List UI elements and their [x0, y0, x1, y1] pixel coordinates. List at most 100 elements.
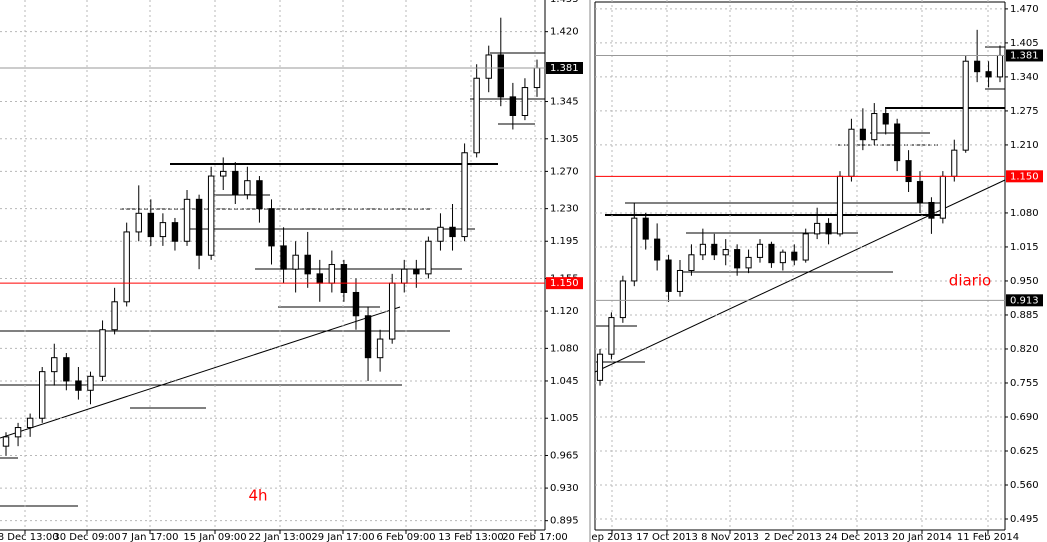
- x-tick-label: 6 Feb 09:00: [376, 532, 435, 542]
- y-tick-label: 0.895: [550, 516, 579, 527]
- x-tick-label: 22 Jan 13:00: [248, 532, 311, 542]
- candle-body: [608, 317, 615, 355]
- candle-body: [376, 338, 384, 359]
- candle-body: [183, 198, 191, 242]
- candle-body: [951, 149, 958, 177]
- y-tick-label: 1.340: [1010, 72, 1039, 83]
- candle-body: [734, 249, 741, 269]
- grid: [595, 0, 1005, 530]
- candle-body: [619, 280, 626, 319]
- candle-body: [413, 268, 420, 275]
- price-marker-label: 1.381: [550, 63, 579, 74]
- candle-body: [364, 315, 372, 359]
- candle-body: [304, 254, 311, 275]
- candle-body: [699, 243, 706, 256]
- candle-body: [401, 268, 408, 284]
- candle-body: [665, 259, 672, 292]
- candle-body: [87, 375, 94, 391]
- y-tick-label: 1.195: [550, 236, 579, 247]
- y-tick-label: 1.120: [550, 306, 579, 317]
- y-tick-label: 0.560: [1010, 480, 1039, 491]
- candle-body: [14, 427, 22, 438]
- annotation: 4h: [248, 487, 267, 505]
- candle-body: [654, 238, 661, 261]
- candle-body: [688, 254, 695, 271]
- y-tick-label: 1.045: [550, 376, 579, 387]
- candle-body: [974, 60, 981, 73]
- candle-body: [220, 170, 227, 177]
- y-tick-label: 0.885: [1010, 310, 1039, 321]
- candle-body: [497, 54, 505, 98]
- candle-body: [905, 160, 912, 183]
- y-tick-label: 1.305: [550, 134, 579, 145]
- candle-body: [485, 54, 492, 79]
- candle-body: [779, 251, 786, 264]
- candle-body: [292, 254, 299, 270]
- x-tick-label: 30 Dec 09:00: [53, 532, 120, 542]
- x-tick-label: 24 Dec 2013: [825, 532, 889, 542]
- candle-body: [75, 380, 82, 391]
- price-marker: [1006, 49, 1043, 62]
- candle-body: [836, 175, 844, 235]
- candle-body: [2, 436, 10, 447]
- candle-body: [473, 77, 480, 154]
- x-tick-label: 20 Feb 17:00: [502, 532, 568, 542]
- x-tick-label: 29 Jan 17:00: [311, 532, 374, 542]
- trend-line: [594, 179, 1006, 373]
- candle-body: [871, 113, 878, 141]
- y-tick-label: 0.950: [1010, 276, 1039, 287]
- candle-body: [280, 245, 287, 270]
- candle-body: [882, 113, 889, 125]
- candle-body: [352, 291, 360, 317]
- candle-body: [814, 222, 821, 235]
- price-marker: [1006, 170, 1043, 183]
- candle-body: [195, 198, 203, 256]
- y-tick-label: 1.005: [550, 413, 579, 424]
- y-tick-label: 1.275: [1010, 106, 1039, 117]
- candle-body: [461, 152, 468, 238]
- y-tick-label: 1.230: [550, 204, 579, 215]
- candle-body: [111, 301, 118, 331]
- x-tick-label: 15 Jan 09:00: [183, 532, 246, 542]
- trend-line: [0, 306, 401, 439]
- candle-body: [521, 87, 529, 117]
- candle-body: [711, 243, 718, 256]
- candle-body: [316, 273, 323, 284]
- y-tick-label: 1.080: [550, 343, 579, 354]
- candle-body: [791, 251, 798, 261]
- candle-body: [123, 231, 130, 303]
- candle-body: [449, 226, 456, 238]
- candle-body: [825, 222, 832, 235]
- x-tick-label: ep 2013: [591, 532, 632, 542]
- x-tick-label: 7 Jan 17:00: [122, 532, 179, 542]
- price-marker-label: 0.913: [1010, 295, 1039, 306]
- candle-body: [437, 226, 444, 242]
- x-tick-label: 2 Dec 2013: [764, 532, 822, 542]
- candle-body: [340, 264, 348, 293]
- price-marker-label: 1.150: [550, 278, 579, 289]
- candle-body: [676, 269, 684, 292]
- candle-body: [171, 222, 179, 242]
- y-tick-label: 0.625: [1010, 446, 1039, 457]
- candle-body: [802, 233, 809, 261]
- candle-body: [985, 71, 992, 78]
- layout-lines: [0, 0, 1006, 542]
- candle-body: [207, 175, 215, 256]
- candle-body: [159, 222, 167, 238]
- y-tick-label: 0.495: [1010, 514, 1039, 525]
- x-tick-label: 18 Dec 13:00: [0, 532, 59, 542]
- y-tick-label: 1.470: [1010, 4, 1039, 15]
- candle-body: [232, 170, 239, 196]
- candle-body: [939, 175, 946, 219]
- candle-body: [51, 357, 58, 373]
- y-tick-label: 1.270: [550, 166, 579, 177]
- y-tick-label: 0.690: [1010, 412, 1039, 423]
- y-tick-label: 1.405: [1010, 38, 1039, 49]
- candle-body: [848, 128, 855, 177]
- candle-body: [745, 256, 752, 269]
- price-marker: [1006, 294, 1043, 307]
- candle-body: [859, 128, 866, 141]
- candle-body: [596, 353, 604, 381]
- candle-body: [425, 240, 432, 275]
